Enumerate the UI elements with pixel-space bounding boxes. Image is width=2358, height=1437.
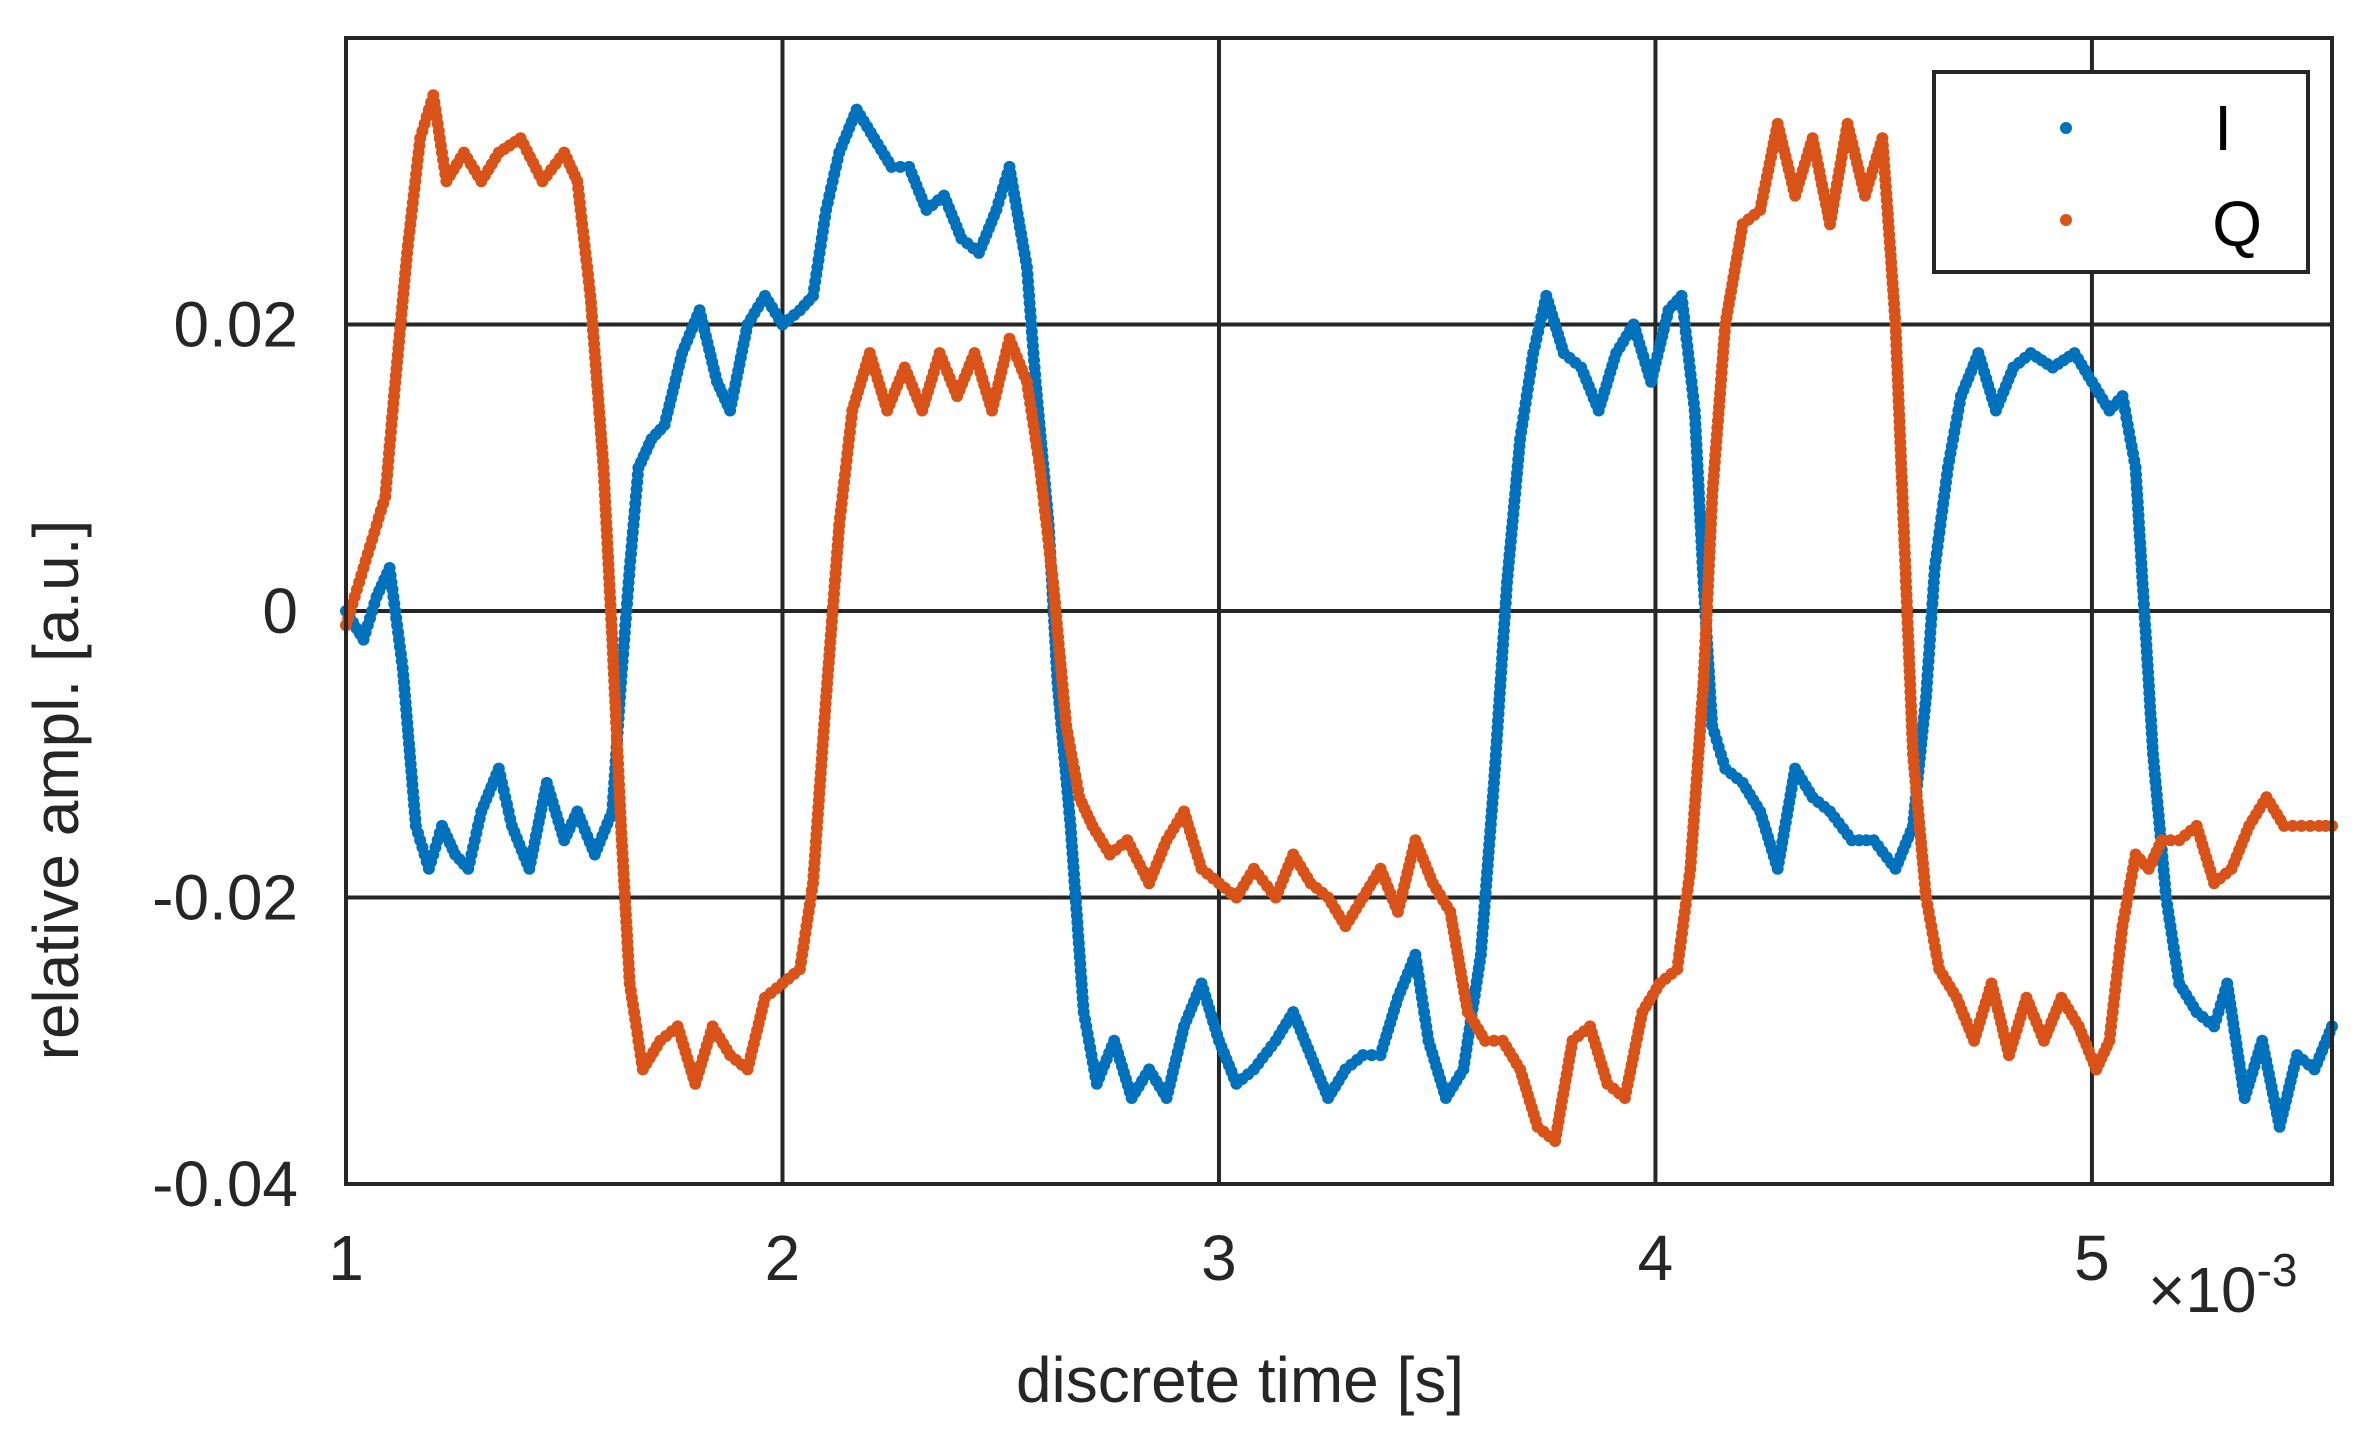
data-point	[2295, 819, 2308, 832]
data-point	[2278, 819, 2290, 832]
legend: I Q	[1932, 70, 2310, 274]
legend-entry-q: Q	[2212, 188, 2262, 260]
y-tick-label: 0	[262, 575, 298, 647]
x-axis-label: discrete time [s]	[1016, 1344, 1464, 1416]
x-tick-label: 4	[1638, 1222, 1674, 1294]
y-tick-labels: -0.04 -0.02 0 0.02	[152, 289, 298, 1221]
x-tick-label: 3	[1201, 1222, 1237, 1294]
legend-marker-i	[2060, 122, 2072, 134]
data-point	[2155, 834, 2168, 847]
data-point	[2286, 819, 2299, 832]
x-tick-label: 5	[2074, 1222, 2110, 1294]
data-point	[1357, 1049, 1369, 1062]
legend-box	[1932, 70, 2310, 274]
plot-frame	[344, 36, 2334, 1186]
data-point	[1488, 1034, 1500, 1047]
series-layer	[340, 89, 2338, 1147]
data-point	[894, 160, 907, 173]
x-tick-labels: 1 2 3 4 5	[328, 1222, 2110, 1294]
legend-entry-i: I	[2214, 92, 2232, 164]
data-point	[885, 160, 898, 173]
y-tick-label: -0.04	[152, 1148, 298, 1220]
y-tick-label: -0.02	[152, 862, 298, 934]
x-tick-label: 2	[765, 1222, 801, 1294]
y-axis-label: relative ampl. [a.u.]	[20, 520, 92, 1061]
data-point	[2304, 819, 2317, 832]
series-q	[340, 89, 2338, 1147]
x-exponent-label: ×10-3	[2148, 1244, 2297, 1326]
data-point	[2164, 834, 2177, 847]
legend-marker-q	[2060, 214, 2072, 226]
y-tick-label: 0.02	[173, 289, 298, 361]
x-tick-label: 1	[328, 1222, 364, 1294]
data-point	[1479, 1034, 1492, 1047]
data-point	[1365, 1049, 1378, 1062]
